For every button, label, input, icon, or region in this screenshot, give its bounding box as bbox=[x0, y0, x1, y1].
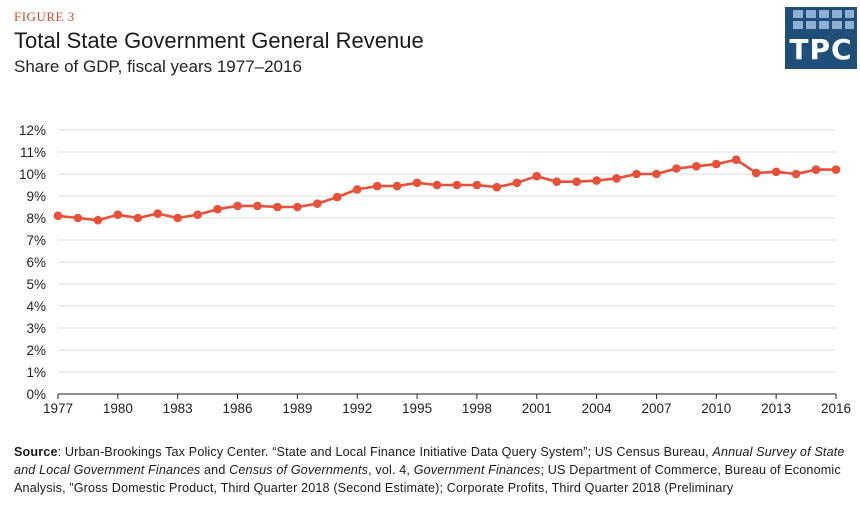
y-tick-label: 3% bbox=[26, 321, 46, 336]
data-point-1986 bbox=[233, 201, 242, 211]
data-point-2008 bbox=[672, 164, 681, 173]
y-tick-label: 10% bbox=[19, 167, 46, 182]
series-line-0 bbox=[57, 158, 836, 222]
data-point-1998 bbox=[472, 180, 482, 190]
data-point-1987 bbox=[253, 201, 262, 211]
y-tick-label: 4% bbox=[26, 299, 46, 314]
data-point-1992 bbox=[352, 185, 362, 194]
y-tick-label: 7% bbox=[26, 233, 46, 248]
data-point-2012 bbox=[751, 168, 761, 178]
data-point-1984 bbox=[193, 210, 202, 219]
chart-subtitle: Share of GDP, fiscal years 1977–2016 bbox=[14, 57, 302, 76]
data-point-1994 bbox=[392, 181, 402, 191]
x-tick-label: 2004 bbox=[582, 401, 613, 416]
source-text-1: : Urban-Brookings Tax Policy Center. “St… bbox=[57, 445, 713, 459]
data-point-1979 bbox=[93, 215, 103, 225]
line-chart: 0%1%2%3%4%5%6%7%8%9%10%11%12% 1977 1980 19… bbox=[19, 123, 851, 416]
data-point-1995 bbox=[412, 178, 422, 188]
data-point-1990 bbox=[313, 199, 322, 208]
y-axis: 0% 1% 2% 3% 4% 5% 6% 7% 8% 9% 10% 11% 12% bbox=[19, 123, 46, 402]
y-tick-label: 1% bbox=[26, 365, 46, 380]
x-tick-label: 1980 bbox=[103, 401, 133, 416]
logo-grid-icon bbox=[793, 10, 854, 29]
y-tick-label: 12% bbox=[19, 123, 46, 138]
series-layer bbox=[53, 155, 841, 225]
data-point-1991 bbox=[332, 192, 342, 202]
data-point-1996 bbox=[432, 180, 442, 190]
data-point-2015 bbox=[811, 165, 821, 174]
chart-title: Total State Government General Revenue bbox=[14, 28, 424, 53]
data-point-2001 bbox=[532, 171, 542, 181]
data-point-2016 bbox=[831, 165, 841, 174]
y-tick-label: 0% bbox=[26, 387, 46, 402]
source-note: Source: Urban-Brookings Tax Policy Cente… bbox=[14, 443, 850, 497]
data-point-1983 bbox=[173, 213, 182, 223]
x-tick-label: 1998 bbox=[462, 401, 492, 416]
data-point-1993 bbox=[372, 181, 382, 191]
x-tick-label: 2016 bbox=[821, 401, 851, 416]
source-text-2: Annual Survey of State and Local Governm… bbox=[14, 445, 845, 477]
source-label: Source bbox=[14, 445, 58, 459]
y-tick-label: 8% bbox=[26, 211, 46, 226]
y-tick-label: 9% bbox=[26, 189, 46, 204]
data-point-1981 bbox=[133, 213, 143, 223]
data-point-2000 bbox=[512, 178, 522, 188]
x-tick-label: 2007 bbox=[641, 401, 671, 416]
y-tick-label: 11% bbox=[20, 145, 46, 160]
y-tick-label: 2% bbox=[26, 343, 46, 358]
x-tick-label: 1995 bbox=[402, 401, 432, 416]
x-tick-label: 1983 bbox=[163, 401, 193, 416]
y-tick-label: 6% bbox=[26, 255, 46, 270]
source-text-3: and bbox=[200, 463, 230, 477]
data-point-1989 bbox=[293, 202, 302, 212]
data-point-1988 bbox=[273, 202, 282, 212]
data-point-2007 bbox=[652, 169, 661, 179]
data-point-2002 bbox=[552, 177, 562, 186]
x-tick-label: 2010 bbox=[701, 401, 731, 416]
data-point-2014 bbox=[791, 169, 801, 179]
source-text-7: ; US Department of Commerce, Bureau of E… bbox=[14, 463, 841, 495]
data-point-2003 bbox=[572, 177, 581, 186]
source-text-6: Government Finances bbox=[413, 463, 541, 477]
data-point-1982 bbox=[153, 209, 163, 218]
x-tick-label: 1986 bbox=[223, 401, 253, 416]
logo-text: TPC bbox=[789, 33, 853, 66]
data-point-2013 bbox=[771, 167, 781, 177]
data-point-1985 bbox=[213, 204, 222, 214]
x-tick-label: 1977 bbox=[43, 401, 73, 416]
data-point-2004 bbox=[592, 176, 601, 185]
source-text-5: , vol. 4, bbox=[368, 463, 414, 477]
x-tick-label: 2013 bbox=[761, 401, 791, 416]
data-point-1977 bbox=[53, 211, 63, 221]
x-tick-label: 1989 bbox=[282, 401, 312, 416]
x-tick-label: 2001 bbox=[522, 401, 552, 416]
gridlines bbox=[58, 129, 836, 373]
y-tick-label: 5% bbox=[26, 277, 46, 292]
data-point-1978 bbox=[73, 213, 83, 223]
data-point-2006 bbox=[632, 169, 641, 179]
x-axis: 1977 1980 1983 1986 1989 1992 1995 1998 2001 2004… bbox=[43, 393, 851, 416]
data-point-1980 bbox=[113, 210, 123, 219]
figure-label: FIGURE 3 bbox=[14, 9, 75, 24]
tpc-logo: TPC bbox=[785, 7, 857, 69]
data-point-2011 bbox=[731, 155, 741, 164]
data-point-2010 bbox=[712, 159, 721, 169]
x-tick-label: 1992 bbox=[342, 401, 372, 416]
data-point-1997 bbox=[452, 180, 462, 190]
data-point-2009 bbox=[692, 162, 701, 171]
data-point-1999 bbox=[492, 182, 502, 192]
source-text-4: Census of Governments bbox=[229, 463, 369, 477]
data-point-2005 bbox=[612, 174, 621, 183]
